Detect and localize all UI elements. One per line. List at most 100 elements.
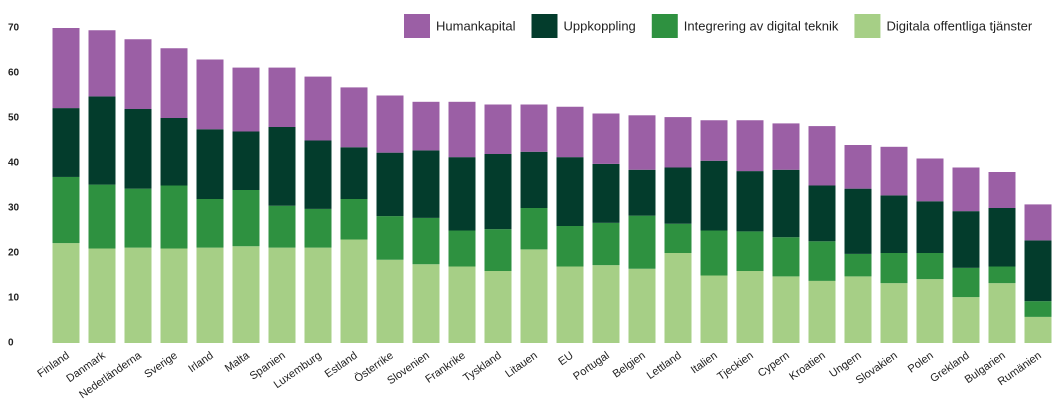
bar-segment <box>700 120 728 161</box>
legend-label: Integrering av digital teknik <box>684 18 839 33</box>
bar-segment <box>952 297 980 343</box>
bar-segment <box>664 167 692 224</box>
bar-segment <box>556 157 584 226</box>
bar-segment <box>952 167 980 212</box>
x-tick-label: Belgien <box>611 350 648 381</box>
bar-segment <box>412 150 440 218</box>
y-tick-label: 10 <box>8 293 20 304</box>
bar-segment <box>340 87 368 148</box>
bar-segment <box>448 101 476 158</box>
bar-segment <box>880 253 908 284</box>
x-tick-label: Malta <box>223 349 253 375</box>
bar-segment <box>196 199 224 248</box>
bar-segment <box>772 123 800 170</box>
bar-segment <box>988 208 1016 267</box>
bar-segment <box>988 266 1016 284</box>
bar-segment <box>988 172 1016 208</box>
bar-segment <box>916 158 944 202</box>
bar-segment <box>268 247 296 343</box>
bar-segment <box>844 188 872 254</box>
bar-segment <box>556 266 584 343</box>
bar-segment <box>304 247 332 343</box>
bar-segment <box>736 171 764 232</box>
x-tick-label: Portugal <box>571 350 611 383</box>
bar-segment <box>52 28 80 109</box>
x-tick-label: Cypern <box>756 350 792 380</box>
x-tick-label: Irland <box>186 350 215 376</box>
bar-segment <box>52 243 80 343</box>
bar-segment <box>844 276 872 343</box>
bar-segment <box>592 222 620 266</box>
bar-segment <box>772 276 800 343</box>
bar-segment <box>376 95 404 153</box>
x-tick-label: Tyskland <box>461 350 503 385</box>
bar-segment <box>628 268 656 343</box>
legend-background <box>395 8 1056 48</box>
bar-segment <box>556 226 584 267</box>
bar-segment <box>160 248 188 343</box>
bar-segment <box>844 253 872 277</box>
x-tick-label: Tjeckien <box>715 350 755 383</box>
bar-segment <box>448 266 476 343</box>
bar-segment <box>412 264 440 343</box>
bar-segment <box>124 247 152 343</box>
bar-segment <box>988 283 1016 343</box>
bar-segment <box>88 96 116 185</box>
bar-segment <box>124 188 152 248</box>
bar-segment <box>880 195 908 253</box>
bar-segment <box>376 259 404 343</box>
bar-segment <box>412 217 440 265</box>
x-tick-label: Polen <box>906 350 936 376</box>
legend-label: Humankapital <box>436 18 516 33</box>
y-tick-label: 50 <box>8 113 20 124</box>
bar-segment <box>232 246 260 343</box>
bar-segment <box>772 237 800 277</box>
bar-segment <box>520 208 548 250</box>
bar-segment <box>196 247 224 343</box>
bar-segment <box>376 216 404 260</box>
bar-segment <box>304 76 332 141</box>
bar-segment <box>556 106 584 158</box>
bar-segment <box>304 208 332 248</box>
bar-segment <box>808 126 836 186</box>
bar-segment <box>412 101 440 151</box>
bar-segment <box>232 190 260 247</box>
bar-segment <box>448 157 476 231</box>
bar-segment <box>268 67 296 127</box>
bar-segment <box>124 109 152 189</box>
bar-segment <box>592 163 620 223</box>
bar-segment <box>232 131 260 190</box>
legend-label: Digitala offentliga tjänster <box>886 18 1032 33</box>
bar-segment <box>304 140 332 209</box>
x-tick-label: EU <box>556 350 575 369</box>
bar-segment <box>664 253 692 343</box>
bar-segment <box>916 201 944 253</box>
bar-segment <box>340 239 368 343</box>
bar-segment <box>700 160 728 231</box>
bar-segment <box>808 185 836 242</box>
bar-segment <box>52 176 80 244</box>
bar-segment <box>916 253 944 280</box>
bar-segment <box>736 271 764 343</box>
bar-segment <box>88 184 116 249</box>
y-tick-label: 30 <box>8 203 20 214</box>
bar-segment <box>196 129 224 199</box>
bar-segment <box>520 104 548 152</box>
bar-segment <box>772 169 800 238</box>
y-tick-label: 20 <box>8 248 20 259</box>
bar-segment <box>124 39 152 109</box>
bar-segment <box>844 145 872 189</box>
bar-segment <box>484 271 512 343</box>
bar-segment <box>664 223 692 253</box>
bar-segment <box>448 230 476 267</box>
bar-segment <box>628 169 656 216</box>
bar-segment <box>628 115 656 170</box>
bar-segment <box>1024 316 1052 343</box>
y-tick-label: 70 <box>8 23 20 34</box>
bar-segment <box>808 280 836 343</box>
bar-segment <box>376 152 404 217</box>
bar-segment <box>700 275 728 343</box>
bar-segment <box>160 48 188 118</box>
legend-swatch <box>404 14 430 38</box>
bar-segment <box>268 205 296 248</box>
